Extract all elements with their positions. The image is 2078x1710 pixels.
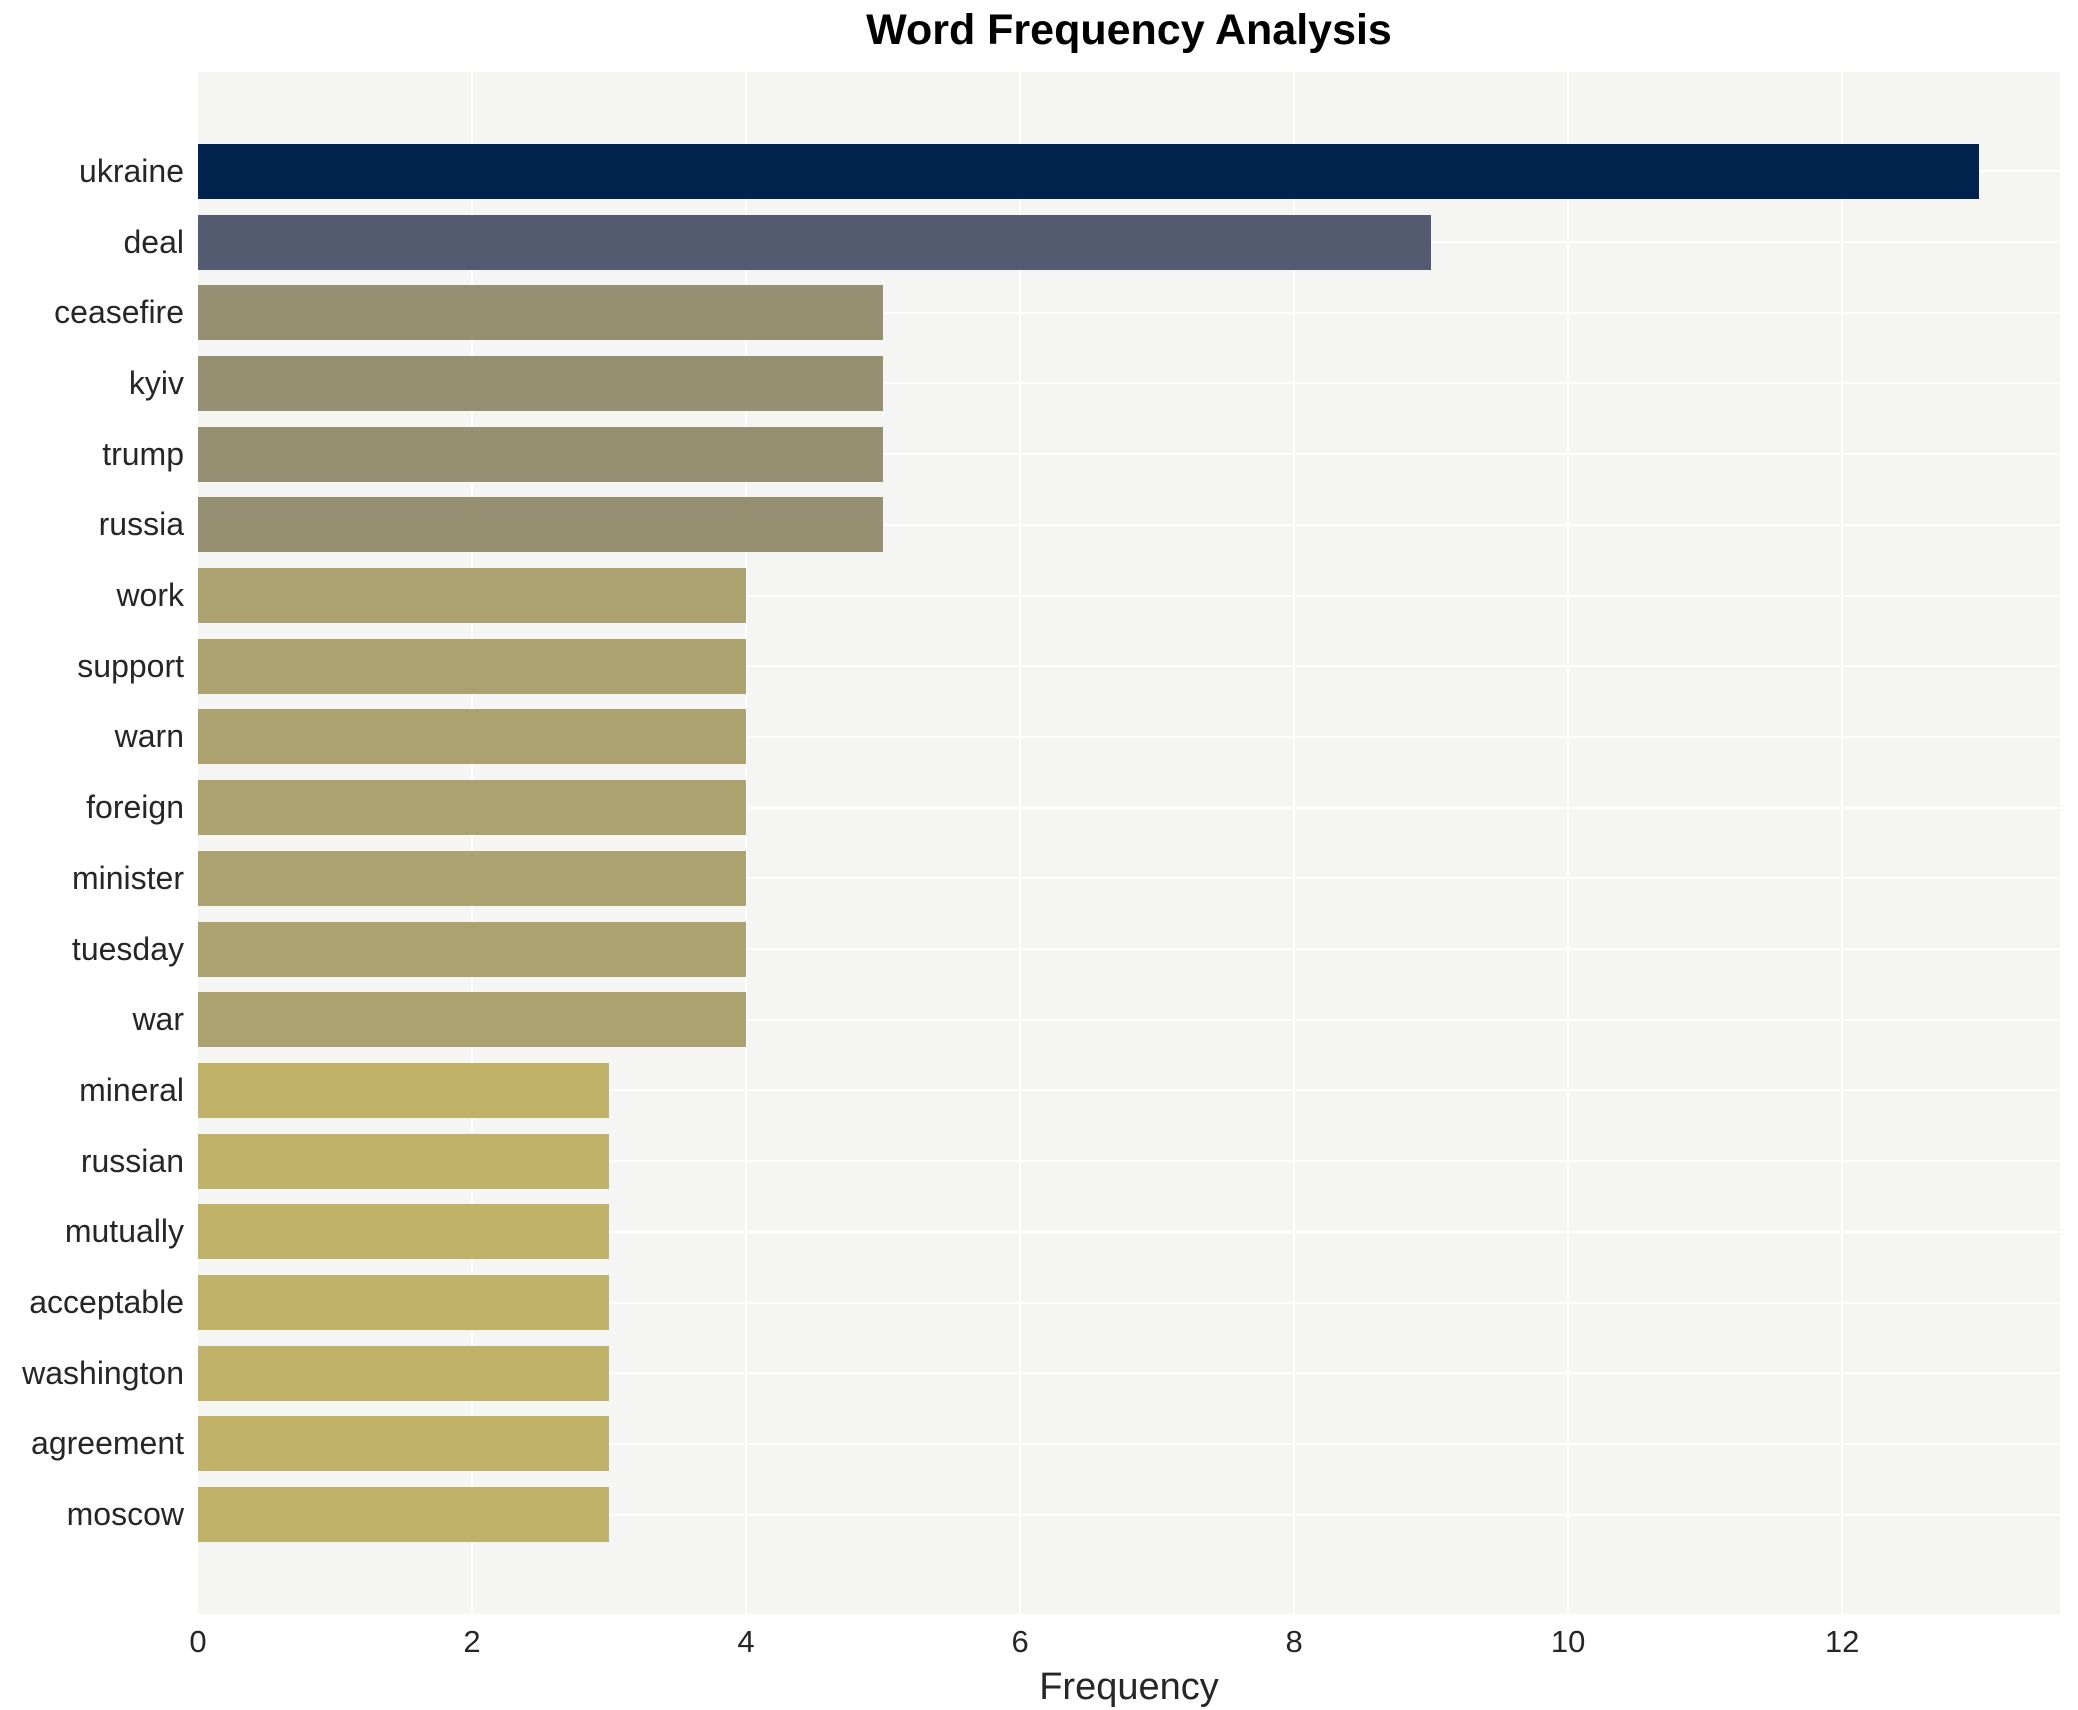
bar-support bbox=[198, 638, 747, 694]
y-tick-label-mutually: mutually bbox=[64, 1213, 184, 1250]
bar-minister bbox=[198, 850, 747, 906]
gridline-y-tuesday bbox=[198, 948, 2060, 951]
y-tick-label-ukraine: ukraine bbox=[79, 152, 184, 189]
y-tick-label-russia: russia bbox=[98, 506, 184, 543]
y-tick-label-warn: warn bbox=[114, 718, 184, 755]
y-tick-label-acceptable: acceptable bbox=[29, 1284, 184, 1321]
bar-moscow bbox=[198, 1487, 610, 1543]
bar-russian bbox=[198, 1133, 610, 1189]
y-tick-label-support: support bbox=[77, 647, 184, 684]
gridline-y-work bbox=[198, 594, 2060, 597]
gridline-y-minister bbox=[198, 877, 2060, 880]
y-tick-label-tuesday: tuesday bbox=[71, 930, 184, 967]
bar-ukraine bbox=[198, 143, 1980, 199]
y-tick-label-deal: deal bbox=[123, 223, 185, 260]
bar-acceptable bbox=[198, 1275, 610, 1331]
y-tick-label-agreement: agreement bbox=[31, 1425, 184, 1462]
x-tick-label-0: 0 bbox=[189, 1624, 207, 1659]
bar-trump bbox=[198, 426, 884, 482]
bar-kyiv bbox=[198, 355, 884, 411]
gridline-y-russian bbox=[198, 1160, 2060, 1163]
gridline-y-agreement bbox=[198, 1442, 2060, 1445]
gridline-y-trump bbox=[198, 453, 2060, 456]
y-tick-label-work: work bbox=[116, 577, 184, 614]
x-tick-label-2: 2 bbox=[463, 1624, 481, 1659]
x-tick-label-10: 10 bbox=[1550, 1624, 1586, 1659]
bar-warn bbox=[198, 709, 747, 765]
plot-area bbox=[198, 72, 2060, 1614]
y-tick-label-minister: minister bbox=[71, 859, 184, 896]
gridline-y-mutually bbox=[198, 1230, 2060, 1233]
y-tick-label-russian: russian bbox=[80, 1142, 184, 1179]
gridline-y-kyiv bbox=[198, 382, 2060, 385]
gridline-y-russia bbox=[198, 523, 2060, 526]
gridline-y-washington bbox=[198, 1372, 2060, 1375]
gridline-y-ceasefire bbox=[198, 311, 2060, 314]
gridline-x-2 bbox=[471, 72, 474, 1614]
gridline-y-acceptable bbox=[198, 1301, 2060, 1304]
gridline-y-mineral bbox=[198, 1089, 2060, 1092]
y-tick-label-ceasefire: ceasefire bbox=[54, 294, 184, 331]
gridline-x-6 bbox=[1019, 72, 1022, 1614]
y-tick-label-foreign: foreign bbox=[86, 789, 184, 826]
y-tick-label-washington: washington bbox=[22, 1354, 184, 1391]
gridline-y-support bbox=[198, 665, 2060, 668]
gridline-y-war bbox=[198, 1018, 2060, 1021]
x-axis-label: Frequency bbox=[1039, 1666, 1219, 1708]
bar-foreign bbox=[198, 780, 747, 836]
y-tick-label-kyiv: kyiv bbox=[128, 364, 184, 401]
gridline-x-4 bbox=[745, 72, 748, 1614]
x-tick-label-8: 8 bbox=[1285, 1624, 1303, 1659]
chart-title: Word Frequency Analysis bbox=[866, 6, 1392, 54]
y-tick-label-moscow: moscow bbox=[66, 1496, 184, 1533]
y-tick-label-mineral: mineral bbox=[79, 1071, 184, 1108]
bar-ceasefire bbox=[198, 285, 884, 341]
bar-war bbox=[198, 992, 747, 1048]
bar-agreement bbox=[198, 1416, 610, 1472]
gridline-y-moscow bbox=[198, 1513, 2060, 1516]
gridline-x-12 bbox=[1841, 72, 1844, 1614]
gridline-y-warn bbox=[198, 735, 2060, 738]
bar-work bbox=[198, 568, 747, 624]
x-tick-label-4: 4 bbox=[737, 1624, 755, 1659]
x-tick-label-6: 6 bbox=[1011, 1624, 1029, 1659]
bar-russia bbox=[198, 497, 884, 553]
bar-washington bbox=[198, 1345, 610, 1401]
gridline-y-foreign bbox=[198, 806, 2060, 809]
y-tick-label-trump: trump bbox=[102, 435, 184, 472]
bar-deal bbox=[198, 214, 1432, 270]
y-tick-label-war: war bbox=[132, 1001, 184, 1038]
bar-tuesday bbox=[198, 921, 747, 977]
bar-mutually bbox=[198, 1204, 610, 1260]
x-tick-label-12: 12 bbox=[1824, 1624, 1860, 1659]
bar-mineral bbox=[198, 1062, 610, 1118]
gridline-x-10 bbox=[1567, 72, 1570, 1614]
gridline-x-8 bbox=[1293, 72, 1296, 1614]
